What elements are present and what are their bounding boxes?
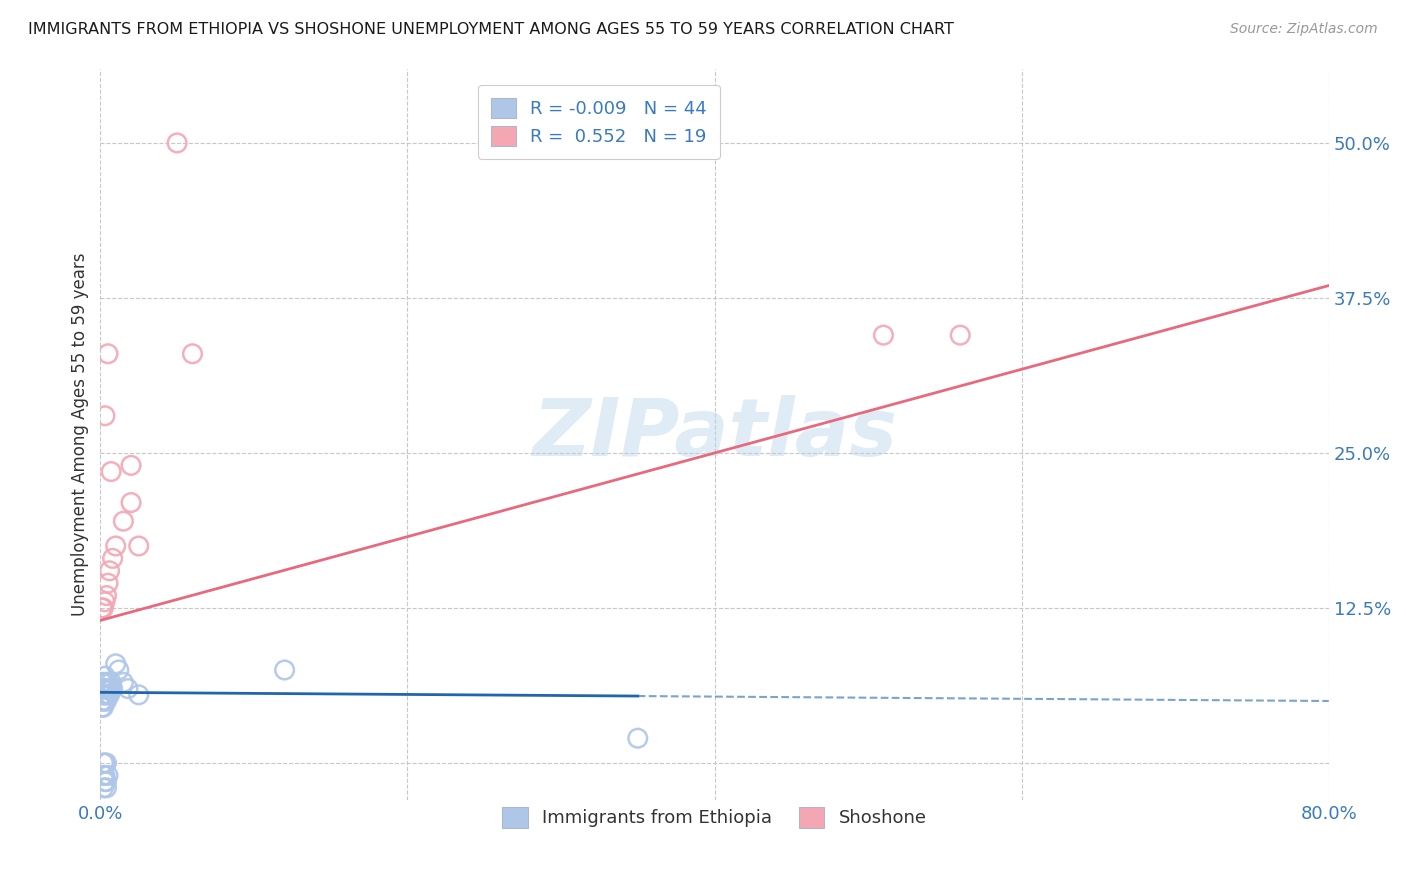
- Point: [101, 681, 124, 696]
- Point: [90, 700, 112, 714]
- Point: [120, 495, 142, 509]
- Point: [128, 688, 150, 702]
- Point: [96, 774, 118, 789]
- Point: [97, 688, 120, 702]
- Point: [93, 700, 115, 714]
- Point: [96, 681, 118, 696]
- Point: [181, 347, 204, 361]
- Point: [90, 688, 112, 702]
- Point: [93, 688, 115, 702]
- Point: [101, 551, 124, 566]
- Point: [627, 731, 650, 746]
- Point: [97, 768, 120, 782]
- Point: [94, 756, 117, 770]
- Point: [93, 756, 115, 770]
- Text: ZIPatlas: ZIPatlas: [531, 395, 897, 474]
- Point: [93, 768, 115, 782]
- Point: [166, 136, 188, 150]
- Point: [96, 694, 118, 708]
- Point: [273, 663, 295, 677]
- Point: [94, 409, 117, 423]
- Text: Source: ZipAtlas.com: Source: ZipAtlas.com: [1230, 22, 1378, 37]
- Point: [93, 780, 115, 795]
- Point: [93, 681, 115, 696]
- Point: [98, 688, 121, 702]
- Point: [96, 756, 118, 770]
- Point: [98, 681, 121, 696]
- Point: [112, 675, 135, 690]
- Point: [117, 681, 139, 696]
- Point: [96, 780, 118, 795]
- Point: [90, 675, 112, 690]
- Point: [128, 539, 150, 553]
- Point: [94, 595, 117, 609]
- Point: [98, 564, 121, 578]
- Legend: Immigrants from Ethiopia, Shoshone: Immigrants from Ethiopia, Shoshone: [495, 800, 934, 835]
- Y-axis label: Unemployment Among Ages 55 to 59 years: Unemployment Among Ages 55 to 59 years: [72, 252, 89, 616]
- Point: [96, 688, 118, 702]
- Point: [97, 675, 120, 690]
- Point: [90, 601, 112, 615]
- Point: [100, 675, 122, 690]
- Point: [97, 576, 120, 591]
- Point: [872, 328, 894, 343]
- Point: [94, 774, 117, 789]
- Point: [96, 675, 118, 690]
- Point: [104, 539, 127, 553]
- Point: [949, 328, 972, 343]
- Point: [94, 768, 117, 782]
- Point: [112, 514, 135, 528]
- Point: [94, 675, 117, 690]
- Point: [97, 681, 120, 696]
- Point: [97, 347, 120, 361]
- Point: [100, 465, 122, 479]
- Point: [100, 681, 122, 696]
- Point: [93, 675, 115, 690]
- Point: [94, 669, 117, 683]
- Point: [93, 694, 115, 708]
- Point: [104, 657, 127, 671]
- Point: [90, 694, 112, 708]
- Point: [90, 681, 112, 696]
- Point: [93, 601, 115, 615]
- Point: [94, 694, 117, 708]
- Point: [120, 458, 142, 473]
- Point: [94, 688, 117, 702]
- Point: [94, 681, 117, 696]
- Point: [96, 589, 118, 603]
- Text: IMMIGRANTS FROM ETHIOPIA VS SHOSHONE UNEMPLOYMENT AMONG AGES 55 TO 59 YEARS CORR: IMMIGRANTS FROM ETHIOPIA VS SHOSHONE UNE…: [28, 22, 955, 37]
- Point: [107, 663, 129, 677]
